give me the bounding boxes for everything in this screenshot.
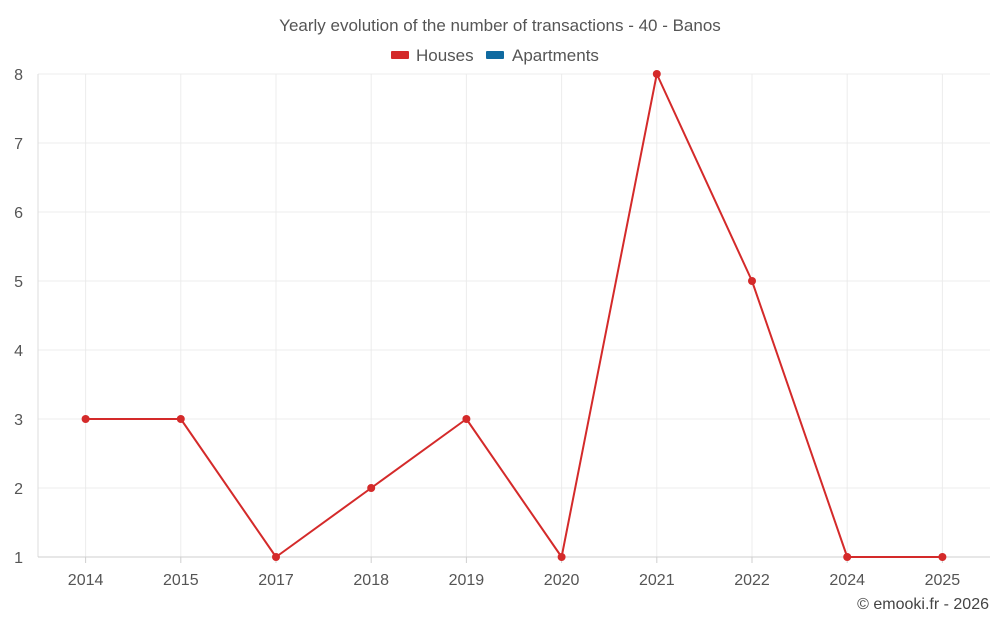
- legend-swatch-apartments: [486, 51, 504, 59]
- data-point-houses-2025[interactable]: [938, 553, 947, 561]
- series-line-houses: [85, 73, 943, 558]
- data-point-houses-2014[interactable]: [81, 415, 90, 423]
- y-axis: 1 2 3 4 5 6 7 8: [14, 67, 23, 567]
- x-tick-label-2025: 2025: [925, 572, 961, 589]
- data-point-houses-2024[interactable]: [843, 553, 852, 561]
- legend-swatch-houses: [391, 51, 409, 59]
- y-tick-label-1: 1: [14, 550, 23, 567]
- x-tick-label-2022: 2022: [734, 572, 770, 589]
- x-tick-label-2015: 2015: [163, 572, 199, 589]
- data-point-houses-2022[interactable]: [748, 277, 756, 285]
- y-tick-label-5: 5: [14, 274, 23, 291]
- legend-item-houses[interactable]: Houses: [391, 46, 474, 65]
- data-point-houses-2015[interactable]: [176, 415, 185, 423]
- data-point-houses-2021[interactable]: [652, 70, 661, 78]
- series-houses: [81, 70, 947, 561]
- y-tick-label-4: 4: [14, 343, 23, 360]
- y-tick-label-7: 7: [14, 136, 23, 153]
- x-tick-label-2017: 2017: [258, 572, 294, 589]
- x-tick-label-2020: 2020: [544, 572, 580, 589]
- chart-title: Yearly evolution of the number of transa…: [279, 16, 721, 35]
- x-tick-label-2019: 2019: [449, 572, 485, 589]
- x-axis: 2014 2015 2017 2018 2019 2020 2021 2022 2024 2025: [68, 557, 960, 589]
- data-point-houses-2020[interactable]: [557, 553, 566, 561]
- data-point-houses-2017[interactable]: [272, 553, 280, 561]
- data-point-houses-2018[interactable]: [367, 484, 376, 492]
- data-point-houses-2019[interactable]: [462, 415, 471, 423]
- y-tick-label-3: 3: [14, 412, 23, 429]
- y-tick-label-2: 2: [14, 481, 23, 498]
- y-tick-label-8: 8: [14, 67, 23, 84]
- x-tick-label-2018: 2018: [353, 572, 389, 589]
- x-tick-label-2014: 2014: [68, 572, 104, 589]
- grid: [37, 73, 990, 558]
- x-tick-label-2021: 2021: [639, 572, 675, 589]
- x-tick-label-2024: 2024: [829, 572, 865, 589]
- legend-label-apartments: Apartments: [512, 46, 599, 65]
- legend: Houses Apartments: [391, 46, 599, 65]
- legend-label-houses: Houses: [416, 46, 474, 65]
- y-tick-label-6: 6: [14, 205, 23, 222]
- legend-item-apartments[interactable]: Apartments: [486, 46, 599, 65]
- credit-text: © emooki.fr - 2026: [857, 596, 989, 613]
